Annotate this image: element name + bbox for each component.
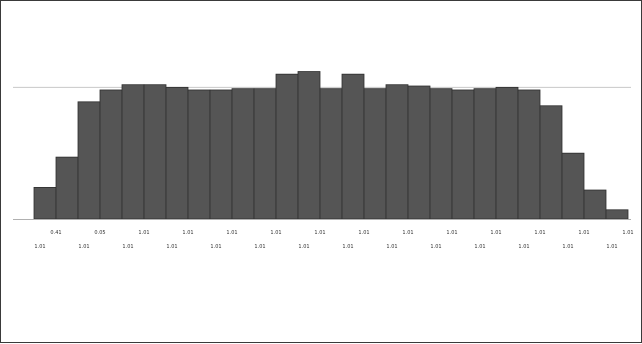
- histogram-bar: [55, 156, 79, 220]
- histogram-bar: [253, 88, 277, 220]
- x-tick-label: 1.01: [534, 230, 545, 236]
- histogram-bar: [407, 85, 431, 220]
- x-tick-label: 1.01: [474, 244, 485, 250]
- histogram-bar: [561, 152, 585, 220]
- histogram-bar: [429, 88, 453, 220]
- x-tick-label: 1.01: [622, 230, 633, 236]
- x-tick-label: 1.01: [210, 244, 221, 250]
- x-tick-label: 0.05: [94, 230, 105, 236]
- x-tick-label: 1.01: [122, 244, 133, 250]
- histogram-bar: [209, 89, 233, 220]
- histogram-bar: [583, 189, 607, 220]
- histogram-bar: [495, 86, 519, 220]
- x-tick-label: 1.01: [606, 244, 617, 250]
- x-tick-label: 1.01: [226, 230, 237, 236]
- histogram-bar: [121, 84, 145, 220]
- x-tick-label: 1.01: [358, 230, 369, 236]
- x-tick-label: 1.01: [562, 244, 573, 250]
- x-tick-label: 1.01: [342, 244, 353, 250]
- x-tick-label: 1.01: [298, 244, 309, 250]
- x-tick-label: 1.01: [446, 230, 457, 236]
- tick-labels-upper: 0.41 0.05 1.01 1.01 1.01 1.01 1.01 1.01 1.01 1.01…: [50, 230, 633, 236]
- x-tick-label: 1.01: [166, 244, 177, 250]
- x-tick-label: 1.01: [578, 230, 589, 236]
- x-tick-label: 1.01: [34, 244, 45, 250]
- histogram-bar: [297, 71, 321, 220]
- x-tick-label: 1.01: [430, 244, 441, 250]
- histogram-bar: [473, 88, 497, 220]
- x-tick-label: 1.01: [182, 230, 193, 236]
- x-tick-label: 1.01: [490, 230, 501, 236]
- histogram-bar: [363, 88, 387, 220]
- histogram-bar: [539, 105, 563, 220]
- histogram-bar: [231, 88, 255, 220]
- bars-group: [33, 71, 629, 220]
- histogram-bar: [77, 101, 101, 220]
- histogram-bar: [33, 186, 57, 220]
- histogram-bar: [517, 89, 541, 220]
- histogram-bar: [99, 89, 123, 220]
- histogram-bar: [341, 73, 365, 220]
- x-tick-label: 1.01: [78, 244, 89, 250]
- histogram-bar: [187, 89, 211, 220]
- histogram-bar: [605, 209, 629, 220]
- histogram-bar: [451, 89, 475, 220]
- histogram-bar: [385, 84, 409, 220]
- tick-labels-lower: 1.01 1.01 1.01 1.01 1.01 1.01 1.01 1.01 1.01 1.01…: [34, 244, 617, 250]
- histogram-bar: [275, 73, 299, 220]
- x-tick-label: 1.01: [254, 244, 265, 250]
- histogram-bar: [319, 88, 343, 220]
- x-tick-label: 1.01: [138, 230, 149, 236]
- x-tick-label: 1.01: [402, 230, 413, 236]
- x-tick-label: 1.01: [314, 230, 325, 236]
- x-tick-label: 1.01: [518, 244, 529, 250]
- x-tick-label: 1.01: [270, 230, 281, 236]
- histogram-bar: [143, 84, 167, 220]
- histogram-bar: [165, 86, 189, 220]
- x-tick-label: 1.01: [386, 244, 397, 250]
- x-tick-label: 0.41: [50, 230, 61, 236]
